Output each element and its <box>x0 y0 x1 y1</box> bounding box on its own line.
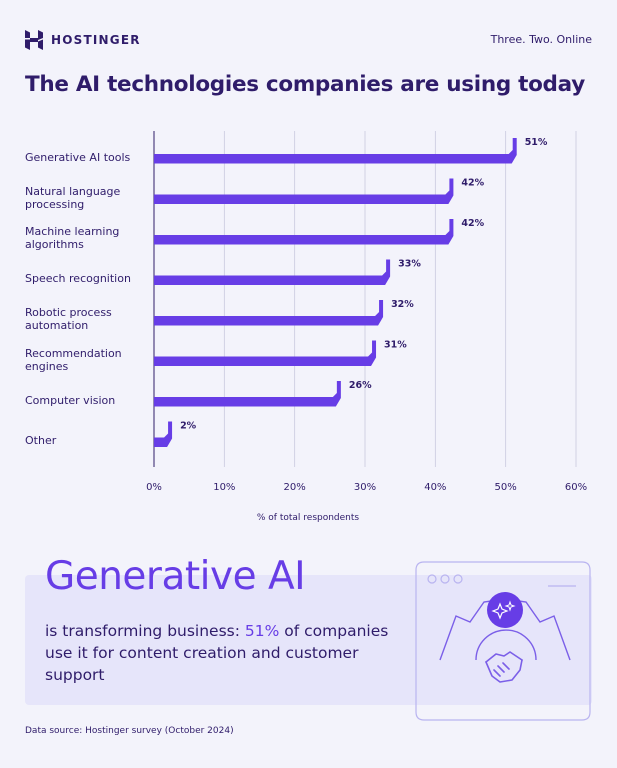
callout-heading: Generative AI <box>45 554 306 599</box>
x-tick-label: 0% <box>146 482 162 493</box>
page-title: The AI technologies companies are using … <box>25 72 585 97</box>
category-label: Machine learning algorithms <box>25 225 145 251</box>
x-tick-label: 10% <box>213 482 235 493</box>
x-tick-label: 50% <box>495 482 517 493</box>
bar <box>154 219 454 245</box>
bar <box>154 421 173 447</box>
data-label: 42% <box>461 218 484 229</box>
x-tick-label: 20% <box>284 482 306 493</box>
bar <box>154 259 391 285</box>
category-label-line: Other <box>25 434 57 447</box>
category-label: Recommendation engines <box>25 347 145 373</box>
data-label: 26% <box>349 380 372 391</box>
data-source: Data source: Hostinger survey (October 2… <box>25 726 234 736</box>
callout-body: is transforming business: 51% of compani… <box>45 620 405 686</box>
category-label-line: Machine learning <box>25 225 120 238</box>
category-label-line: processing <box>25 197 85 211</box>
category-label: Computer vision <box>25 394 145 407</box>
bar <box>154 340 377 366</box>
category-label-line: Recommendation <box>25 346 122 360</box>
category-label-line: Robotic process <box>25 306 112 319</box>
category-label: Speech recognition <box>25 272 145 285</box>
brand-logo[interactable]: HOSTINGER <box>25 30 141 50</box>
callout-body-pre: is transforming business: <box>45 622 245 640</box>
bar-chart: 0% 10% 20% 30% 40% 50% 60% % of total responden… <box>146 131 587 523</box>
x-tick-label: 60% <box>565 482 587 493</box>
header: HOSTINGER Three. Two. Online <box>25 30 592 52</box>
x-axis-label: % of total respondents <box>257 513 360 523</box>
hostinger-logo-icon <box>25 30 43 50</box>
category-label-line: Generative AI tools <box>25 150 131 164</box>
category-label: Other <box>25 434 145 447</box>
category-label: Natural language processing <box>25 185 145 211</box>
bar <box>154 138 517 164</box>
category-label-line: Speech recognition <box>25 272 131 285</box>
category-label-line: engines <box>25 359 69 373</box>
category-label-line: automation <box>25 319 89 332</box>
category-label-line: Natural language <box>25 184 121 198</box>
data-label: 31% <box>384 340 407 351</box>
data-label: 2% <box>180 421 197 432</box>
x-tick-label: 30% <box>354 482 376 493</box>
callout-body-post: of companies use it for content creation… <box>45 622 389 684</box>
category-label: Generative AI tools <box>25 151 145 164</box>
bar <box>154 300 384 326</box>
logo-text: HOSTINGER <box>51 33 141 47</box>
callout-highlight: 51% <box>244 622 280 640</box>
bar <box>154 178 454 204</box>
category-label-line: Computer vision <box>25 393 116 407</box>
data-label: 42% <box>461 178 484 189</box>
x-tick-label: 40% <box>424 482 446 493</box>
data-label: 51% <box>525 137 548 148</box>
data-label: 33% <box>398 259 421 270</box>
data-label: 32% <box>391 299 414 310</box>
bar <box>154 381 341 407</box>
category-label: Robotic process automation <box>25 306 145 332</box>
category-label-line: algorithms <box>25 238 84 251</box>
tagline: Three. Two. Online <box>490 33 592 46</box>
